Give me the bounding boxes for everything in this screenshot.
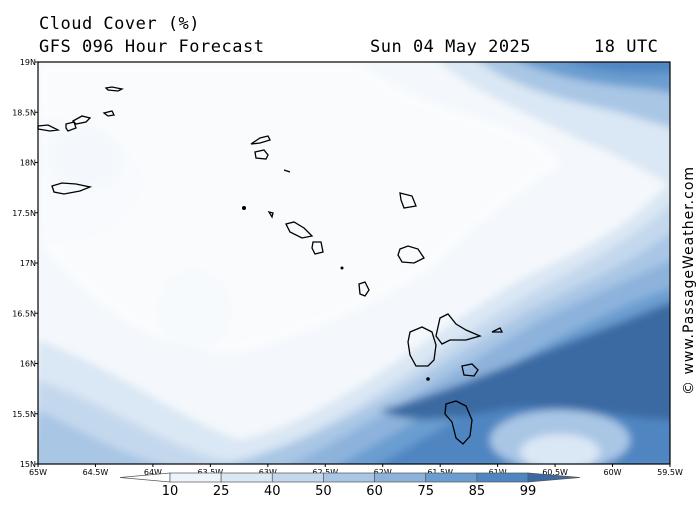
forecast-subtitle: GFS 096 Hour Forecast xyxy=(39,37,265,57)
lon-tick-label: 62.5W xyxy=(312,468,338,477)
latitude-axis: 19N 18.5N 18N 17.5N 17N 16.5N 16N 15.5N 15N xyxy=(12,58,38,469)
lon-tick-label: 65W xyxy=(29,468,47,477)
colorbar-label: 75 xyxy=(417,484,434,499)
lat-tick-label: 18N xyxy=(20,159,36,168)
colorbar-label: 99 xyxy=(520,484,537,499)
lon-tick-label: 59.5W xyxy=(657,468,683,477)
lon-tick-label: 62W xyxy=(374,468,392,477)
lat-tick-label: 18.5N xyxy=(12,108,36,117)
forecast-date: Sun 04 May 2025 xyxy=(370,37,532,57)
lat-tick-label: 16N xyxy=(20,360,36,369)
lat-tick-label: 19N xyxy=(20,58,36,67)
coastlines xyxy=(37,86,504,445)
colorbar-segment xyxy=(527,472,581,483)
map-title: Cloud Cover (%) xyxy=(39,14,201,34)
lon-tick-label: 63.5W xyxy=(197,468,223,477)
lon-tick-label: 61W xyxy=(489,468,507,477)
colorbar-label: 85 xyxy=(469,484,486,499)
lat-tick-label: 15.5N xyxy=(12,410,36,419)
lon-tick-label: 60.5W xyxy=(542,468,568,477)
colorbar-segment xyxy=(220,472,273,483)
colorbar: 10 25 40 50 60 75 85 99 xyxy=(119,472,581,499)
cloud-field xyxy=(38,62,670,464)
colorbar-label: 10 xyxy=(162,484,179,499)
colorbar-label: 50 xyxy=(315,484,332,499)
colorbar-segment xyxy=(476,472,529,483)
lat-tick-label: 15N xyxy=(20,460,36,469)
colorbar-segment xyxy=(271,472,324,483)
colorbar-label: 60 xyxy=(366,484,383,499)
lon-tick-label: 61.5W xyxy=(427,468,453,477)
lon-tick-label: 64W xyxy=(144,468,162,477)
lon-tick-label: 60W xyxy=(603,468,621,477)
lat-tick-label: 17.5N xyxy=(12,209,36,218)
longitude-axis: 65W 64.5W 64W 63.5W 63W 62.5W 62W 61.5W 61W 60.5W… xyxy=(29,464,683,477)
lat-tick-label: 17N xyxy=(20,259,36,268)
islet-dots xyxy=(242,206,430,381)
lat-tick-label: 16.5N xyxy=(12,309,36,318)
colorbar-segment xyxy=(169,472,222,483)
colorbar-label: 40 xyxy=(264,484,281,499)
forecast-time: 18 UTC xyxy=(594,37,659,57)
colorbar-segment xyxy=(323,472,375,483)
colorbar-segment xyxy=(374,472,427,483)
colorbar-label: 25 xyxy=(213,484,230,499)
lon-tick-label: 64.5W xyxy=(83,468,109,477)
credit-watermark: © www.PassageWeather.com xyxy=(681,165,697,395)
lon-tick-label: 63W xyxy=(259,468,277,477)
colorbar-segment xyxy=(425,472,478,483)
